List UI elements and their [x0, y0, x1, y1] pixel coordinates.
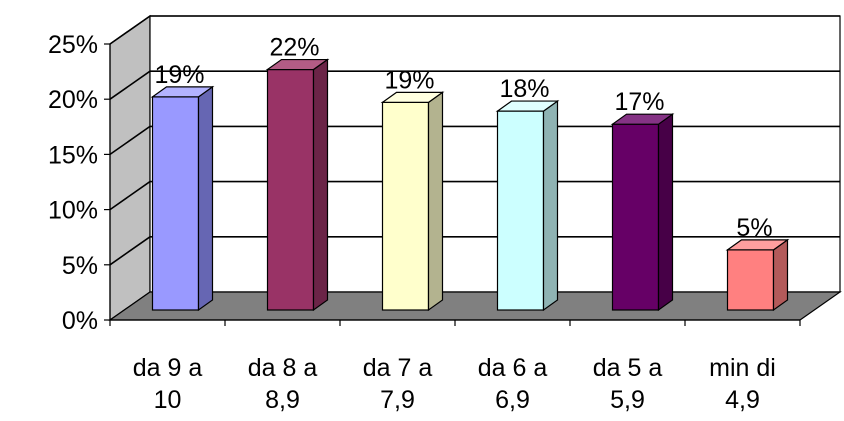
y-tick-label: 5%	[62, 252, 98, 280]
gridline	[109, 125, 840, 156]
category-label-line: min di	[709, 354, 776, 382]
bar-top	[150, 86, 215, 98]
gridline	[109, 70, 840, 100]
data-label: 5%	[736, 214, 772, 242]
y-tick-label: 20%	[48, 86, 98, 114]
bar-front	[151, 96, 200, 311]
category-label: da 7 a 7,9	[363, 354, 433, 414]
data-label: 22%	[269, 34, 319, 62]
category-axis: da 9 a 10 da 8 a 8,9 da 7 a 7,9 da 6 a 6,9 da 5 …	[109, 319, 801, 414]
bar-side	[197, 85, 214, 312]
gridline	[109, 236, 840, 266]
y-tick-label: 10%	[48, 197, 98, 225]
y-tick-label: 25%	[48, 31, 98, 59]
y-tick-label: 15%	[48, 141, 98, 169]
category-label: da 8 a 8,9	[248, 354, 318, 414]
bar-top	[610, 113, 675, 125]
bar-side	[772, 238, 789, 312]
bar-top	[725, 239, 790, 251]
bar-side	[657, 113, 674, 312]
bar	[380, 91, 445, 312]
category-label-line: 6,9	[495, 386, 530, 414]
gridline	[109, 180, 840, 211]
category-label-line: 4,9	[725, 386, 760, 414]
y-tick-label: 0%	[62, 307, 98, 335]
value-axis: 0% 5% 10% 15% 20% 25%	[48, 31, 111, 335]
bar-front	[726, 249, 775, 311]
category-label: min di 4,9	[709, 354, 776, 414]
category-label: da 6 a 6,9	[478, 354, 548, 414]
bar-front	[381, 101, 430, 311]
category-label-line: da 5 a	[593, 354, 663, 382]
category-label-line: 5,9	[610, 386, 645, 414]
bar-front	[266, 68, 315, 311]
category-label-line: 10	[154, 386, 182, 414]
bar-side	[542, 99, 559, 312]
bar	[725, 238, 790, 312]
gridlines	[109, 15, 840, 266]
category-label-line: da 8 a	[248, 354, 318, 382]
bar-front	[611, 123, 660, 311]
side-wall	[109, 14, 151, 322]
bar	[495, 99, 560, 312]
category-label-line: 8,9	[265, 386, 300, 414]
data-labels: 19% 22% 19% 18% 17% 5%	[154, 34, 772, 242]
bar-top	[495, 100, 560, 112]
bars	[150, 58, 790, 312]
category-label: da 5 a 5,9	[593, 354, 663, 414]
category-label-line: da 6 a	[478, 354, 548, 382]
bar-side	[427, 91, 444, 312]
category-label-line: 7,9	[380, 386, 415, 414]
category-label-line: da 9 a	[133, 354, 203, 382]
bar-top	[380, 91, 445, 103]
category-label: da 9 a 10	[133, 354, 203, 414]
category-label-line: da 7 a	[363, 354, 433, 382]
bar	[265, 58, 330, 312]
bar-side	[312, 58, 329, 312]
bar-front	[496, 110, 545, 311]
bar-top	[265, 58, 330, 71]
bar	[610, 113, 675, 312]
data-label: 19%	[384, 66, 434, 94]
data-label: 18%	[499, 75, 549, 103]
data-label: 17%	[614, 88, 664, 116]
bar	[150, 85, 215, 312]
gridline	[109, 15, 840, 45]
data-label: 19%	[154, 61, 204, 89]
